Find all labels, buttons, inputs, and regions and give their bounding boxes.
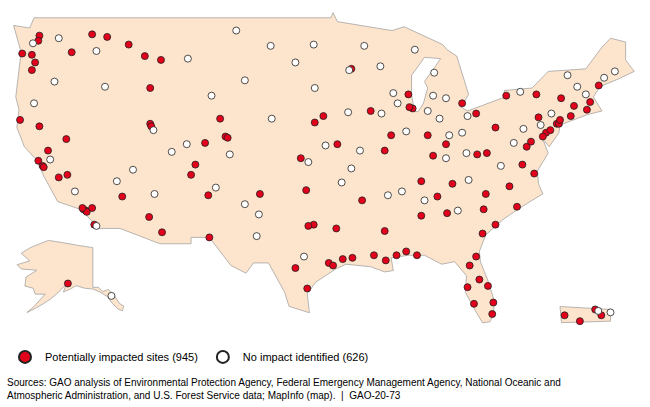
svg-text:Potentially impacted sites (94: Potentially impacted sites (945) xyxy=(45,351,198,363)
svg-text:Sources: GAO analysis of Envir: Sources: GAO analysis of Environmental P… xyxy=(7,377,561,401)
svg-text:No impact identified (626): No impact identified (626) xyxy=(243,351,368,363)
